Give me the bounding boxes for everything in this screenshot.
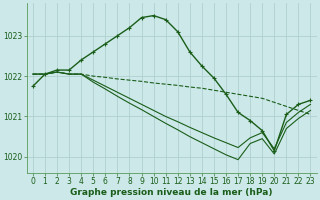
X-axis label: Graphe pression niveau de la mer (hPa): Graphe pression niveau de la mer (hPa)	[70, 188, 273, 197]
